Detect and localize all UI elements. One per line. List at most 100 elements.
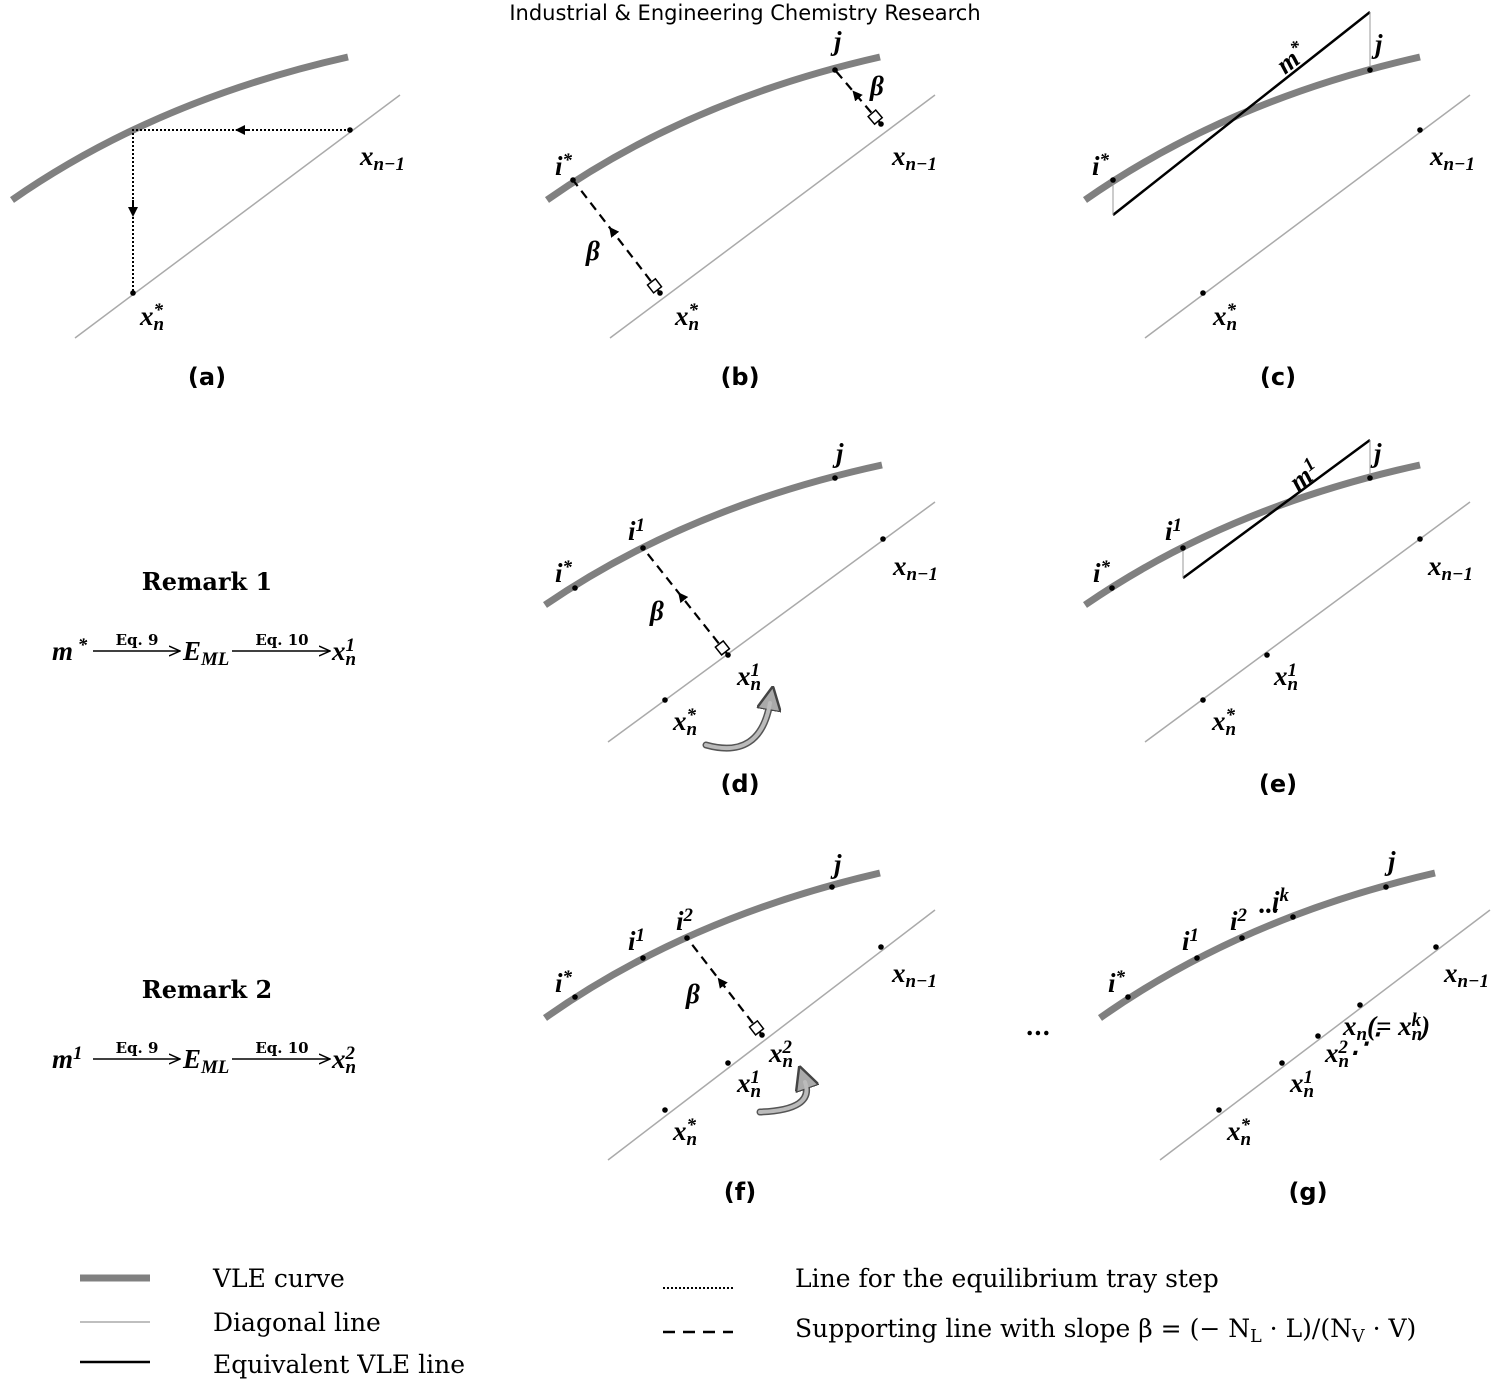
- math-label: β: [649, 596, 664, 626]
- label-text: m: [52, 1044, 73, 1074]
- math-label: xn−1: [1429, 141, 1475, 175]
- superscript: 1: [1304, 1067, 1313, 1088]
- superscript: 2: [683, 905, 694, 926]
- superscript: 1: [1173, 515, 1182, 536]
- label-text: x: [1289, 1068, 1304, 1098]
- subscript: n: [1339, 1051, 1350, 1072]
- equation-ref: Eq. 9: [116, 631, 159, 649]
- label-text: i: [1272, 886, 1280, 916]
- vle-curve: [1083, 461, 1421, 608]
- remark-title: Remark 1: [142, 567, 273, 596]
- point: [1367, 475, 1373, 481]
- label-text: i: [628, 516, 636, 546]
- label-text: VLE curve: [212, 1264, 345, 1293]
- subscript: n: [1357, 1024, 1368, 1045]
- label-text: x: [892, 551, 907, 581]
- math-label: j: [1384, 846, 1396, 876]
- label-text: x: [1427, 551, 1442, 581]
- superscript: *: [1226, 705, 1236, 726]
- math-label: xn*: [1211, 705, 1236, 740]
- label-text: x: [736, 1068, 751, 1098]
- math-label: xn−1: [892, 551, 938, 585]
- label-text: j: [1384, 846, 1396, 876]
- math-label: j: [1370, 438, 1382, 468]
- label-text: i: [1093, 558, 1101, 588]
- point: [1417, 536, 1423, 542]
- point: [725, 1060, 731, 1066]
- direction-arrow: [609, 226, 620, 238]
- label-text: j: [1371, 29, 1383, 59]
- diagonal-line: [607, 909, 936, 1161]
- label-text: i: [555, 151, 563, 181]
- subscript: n: [1226, 719, 1237, 740]
- panel-caption: (d): [720, 770, 759, 798]
- point: [130, 290, 136, 296]
- point: [878, 121, 884, 127]
- math-label: EML: [182, 1044, 229, 1078]
- label-text: x: [139, 301, 154, 331]
- iteration-arrow-fill: [758, 1080, 809, 1114]
- diagonal-line: [607, 501, 936, 743]
- math-label: i*: [1108, 967, 1126, 998]
- panel-caption: (c): [1260, 363, 1296, 391]
- label-text: x: [672, 706, 687, 736]
- point: [684, 935, 690, 941]
- subscript: n−1: [1444, 154, 1475, 175]
- panel-caption: (e): [1259, 770, 1297, 798]
- math-label: β: [685, 979, 700, 1009]
- label-text: i: [1182, 926, 1190, 956]
- point: [1433, 944, 1439, 950]
- math-label: i1: [1165, 515, 1182, 546]
- panel-caption: (a): [188, 363, 226, 391]
- math-label: xn1: [1289, 1067, 1314, 1102]
- math-label: Diagonal line: [213, 1308, 381, 1337]
- label-text: (− N: [1190, 1314, 1251, 1343]
- math-label: xn1: [331, 635, 356, 670]
- subscript: n: [346, 649, 357, 670]
- label-text: Equivalent VLE line: [213, 1350, 465, 1379]
- equation-ref: Eq. 10: [255, 1039, 308, 1057]
- direction-arrow: [678, 592, 689, 604]
- label-text: x: [1226, 1116, 1241, 1146]
- point: [1194, 955, 1200, 961]
- vle-curve: [543, 461, 883, 608]
- point: [1239, 935, 1245, 941]
- label-text: j: [830, 849, 842, 879]
- subscript: n: [783, 1051, 794, 1072]
- superscript: *: [563, 557, 573, 578]
- math-label: β: [585, 236, 600, 266]
- label-text: x: [736, 661, 751, 691]
- equivalent-vle-line: [1182, 438, 1371, 580]
- superscript: 2: [782, 1037, 793, 1058]
- math-label: m1: [52, 1043, 82, 1074]
- subscript: ML: [200, 1057, 229, 1078]
- superscript: *: [73, 635, 88, 656]
- math-label: ⋰: [1351, 1028, 1381, 1058]
- point: [832, 475, 838, 481]
- math-label: ik: [1272, 885, 1290, 916]
- label-text: i: [676, 906, 684, 936]
- point: [880, 536, 886, 542]
- subscript: n: [154, 314, 165, 335]
- math-label: i2: [1230, 905, 1248, 936]
- subscript: n: [1412, 1024, 1423, 1045]
- subscript: n: [1288, 674, 1299, 695]
- math-label: VLE curve: [212, 1264, 345, 1293]
- label-text: x: [1212, 301, 1227, 331]
- label-text: x: [331, 636, 346, 666]
- point: [1125, 994, 1131, 1000]
- subscript: n: [689, 314, 700, 335]
- superscript: 1: [636, 925, 645, 946]
- subscript: n: [1227, 314, 1238, 335]
- supporting-line: [572, 179, 661, 294]
- math-label: xn1: [736, 660, 761, 695]
- equivalent-vle-line: [1112, 11, 1371, 216]
- math-label: xn1: [1273, 660, 1298, 695]
- remark-title: Remark 2: [142, 975, 273, 1004]
- label-text: ···: [1258, 896, 1278, 926]
- superscript: 1: [73, 1043, 82, 1064]
- math-label: xn1: [736, 1067, 761, 1102]
- subscript: n−1: [907, 564, 938, 585]
- label-text: β: [685, 979, 700, 1009]
- subscript: n: [1241, 1129, 1252, 1150]
